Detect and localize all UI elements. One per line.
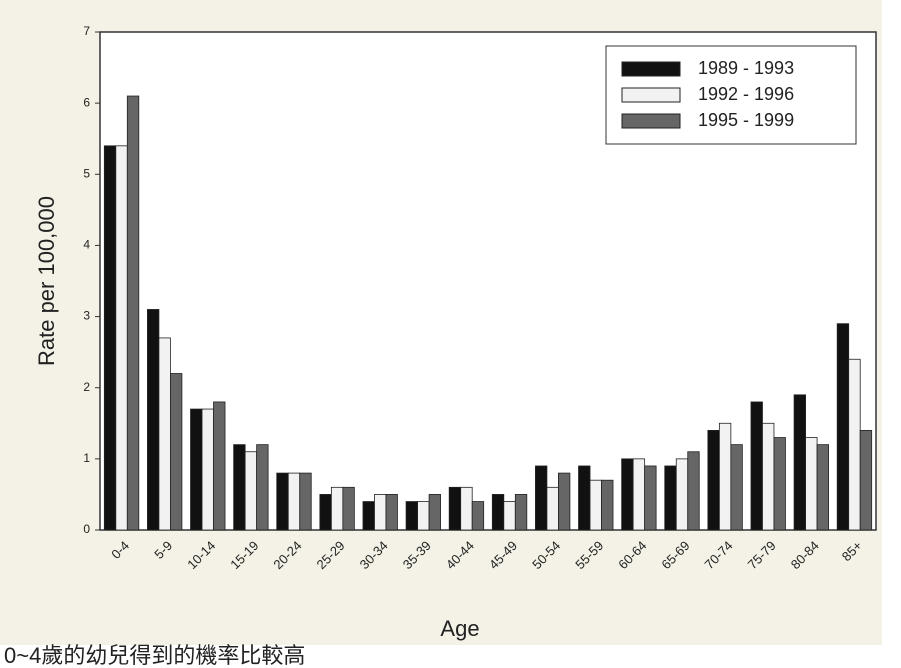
- y-tick-label: 2: [83, 380, 90, 394]
- bar: [535, 465, 548, 531]
- bar: [793, 394, 806, 531]
- bar: [601, 479, 614, 531]
- y-tick-label: 4: [83, 238, 90, 252]
- bar: [859, 429, 873, 531]
- bar: [707, 429, 720, 531]
- legend-label: 1995 - 1999: [698, 110, 794, 130]
- caption: 0~4歲的幼兒得到的機率比較高: [4, 643, 305, 668]
- bar: [644, 465, 657, 531]
- bar: [773, 437, 786, 531]
- bar: [287, 472, 301, 531]
- bar: [385, 494, 398, 531]
- bar: [805, 437, 818, 531]
- bar: [448, 486, 462, 531]
- bar: [342, 486, 355, 531]
- bar: [428, 494, 441, 531]
- bar: [762, 422, 775, 531]
- legend-label: 1992 - 1996: [698, 84, 794, 104]
- bar: [330, 486, 344, 531]
- bar: [730, 444, 743, 531]
- bar: [244, 451, 258, 531]
- legend-swatch: [621, 61, 681, 77]
- bar: [276, 472, 289, 531]
- bar: [836, 323, 850, 531]
- bar: [491, 494, 505, 531]
- bar: [115, 145, 128, 531]
- bar: [471, 501, 485, 531]
- bar: [190, 408, 203, 531]
- bar: [632, 458, 646, 531]
- legend-label: 1989 - 1993: [698, 58, 794, 78]
- y-tick-label: 5: [83, 166, 90, 180]
- x-axis-label: Age: [440, 616, 479, 641]
- bar: [158, 337, 171, 531]
- y-axis-label: Rate per 100,000: [34, 196, 59, 366]
- bar: [299, 472, 312, 531]
- bar: [147, 309, 160, 531]
- bar: [621, 458, 634, 531]
- bar: [750, 401, 763, 531]
- y-tick-label: 0: [83, 522, 90, 536]
- bar: [514, 494, 528, 531]
- bar: [664, 465, 677, 531]
- bar: [319, 494, 332, 531]
- legend-swatch: [621, 113, 681, 129]
- bar: [362, 501, 375, 531]
- bar: [103, 145, 117, 531]
- bar: [405, 501, 418, 531]
- y-tick-label: 3: [83, 309, 90, 323]
- bar: [578, 465, 591, 531]
- bar: [848, 358, 861, 531]
- bar: [170, 373, 183, 531]
- legend-swatch: [621, 87, 681, 103]
- bar: [417, 501, 430, 531]
- bar: [546, 486, 559, 531]
- bar: [374, 494, 387, 531]
- y-tick-label: 7: [83, 24, 90, 38]
- y-tick-label: 6: [83, 95, 90, 109]
- bar: [687, 451, 700, 531]
- bar: [201, 408, 214, 531]
- bar: [213, 401, 226, 531]
- bar: [233, 444, 246, 531]
- bar: [718, 422, 732, 531]
- bar: [675, 458, 689, 531]
- bar: [589, 479, 602, 531]
- bar: [558, 472, 571, 531]
- bar: [460, 486, 473, 531]
- bar: [816, 444, 829, 531]
- y-tick-label: 1: [83, 451, 90, 465]
- bar: [126, 95, 140, 531]
- bar: [503, 501, 516, 531]
- bar: [256, 444, 269, 531]
